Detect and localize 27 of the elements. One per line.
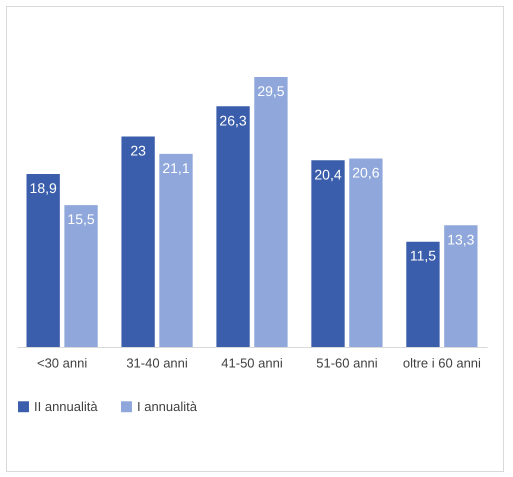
- data-label: 29,5: [257, 83, 285, 99]
- bar: [26, 174, 60, 347]
- x-tick-label: 31-40 anni: [126, 356, 188, 370]
- data-label: 20,6: [352, 164, 380, 180]
- bar: [444, 225, 478, 347]
- bar: [159, 154, 193, 347]
- x-tick-label: oltre i 60 anni: [402, 356, 482, 370]
- bar: [349, 158, 383, 347]
- bar: [216, 106, 250, 347]
- bar: [254, 77, 288, 347]
- x-tick-label: <30 anni: [36, 356, 88, 370]
- legend-label: I annualità: [137, 398, 198, 414]
- x-tick-label: 51-60 anni: [316, 356, 378, 370]
- bar: [406, 242, 440, 347]
- data-label: 15,5: [67, 211, 95, 228]
- legend-label: II annualità: [34, 398, 98, 414]
- bar: [311, 160, 345, 347]
- data-label: 23: [130, 142, 146, 158]
- bar: [64, 205, 98, 347]
- data-label: 18,9: [30, 180, 57, 196]
- data-label: 13,3: [447, 231, 475, 248]
- data-label: 11,5: [410, 248, 436, 264]
- data-label: 20,4: [314, 166, 342, 182]
- data-label: 21,1: [162, 160, 190, 176]
- data-label: 26,3: [219, 112, 247, 128]
- bar: [121, 136, 155, 347]
- x-tick-label: 41-50 anni: [221, 356, 283, 370]
